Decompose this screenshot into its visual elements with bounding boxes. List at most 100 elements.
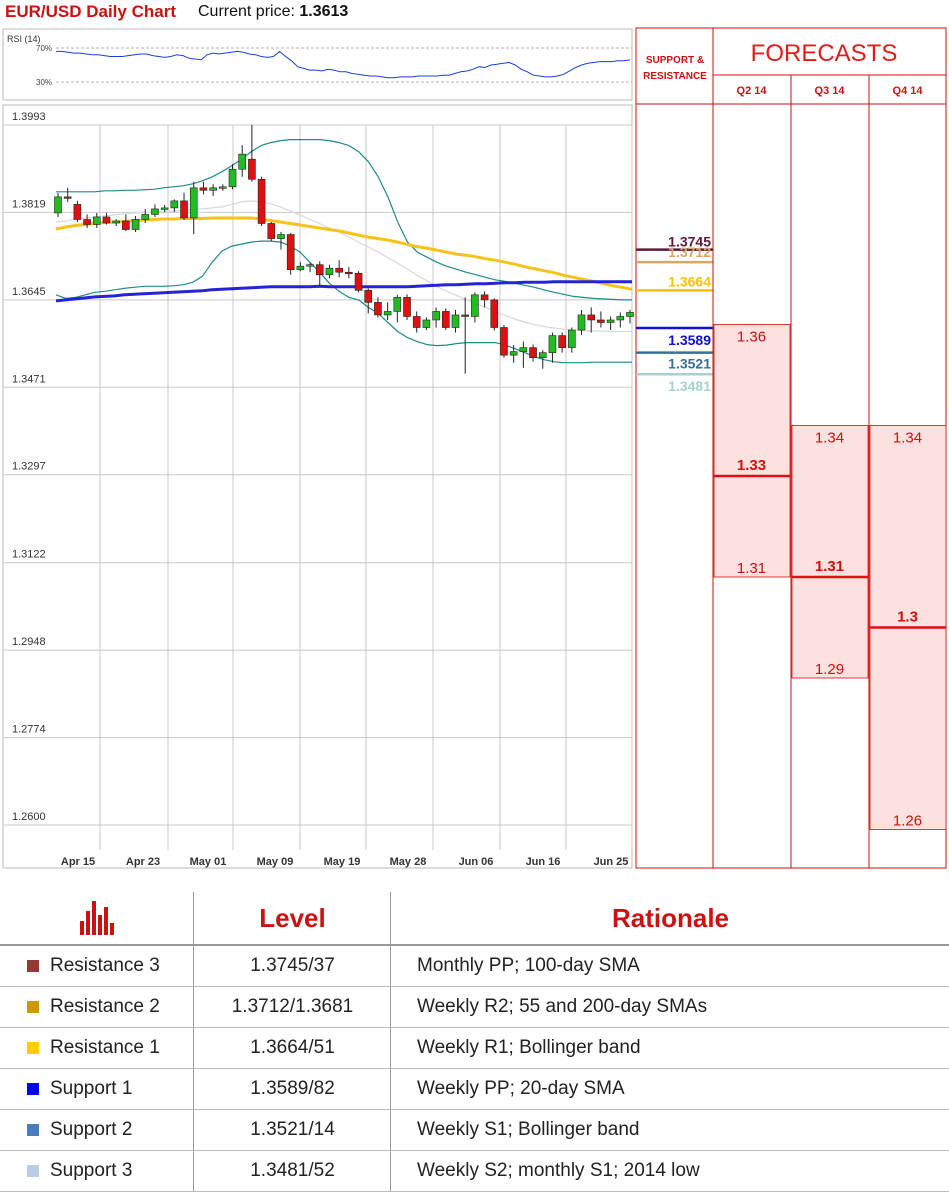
y-tick-label: 1.3645 xyxy=(12,286,46,298)
x-tick-label: Jun 25 xyxy=(594,856,629,868)
candle-body xyxy=(519,347,528,352)
candle-body xyxy=(364,290,373,303)
y-tick-label: 1.3122 xyxy=(12,549,46,561)
candle-body xyxy=(219,186,227,189)
level-rationale: Monthly PP; 100-day SMA xyxy=(417,955,640,976)
main-panel xyxy=(2,104,633,869)
table-row: Support 1 1.3589/82 Weekly PP; 20-day SMA xyxy=(0,1069,949,1110)
level-swatch xyxy=(27,1165,39,1177)
level-value: 1.3481/52 xyxy=(250,1160,335,1181)
sr-label-line1: SUPPORT & xyxy=(646,55,704,66)
x-tick-label: Jun 16 xyxy=(526,856,561,868)
level-name: Resistance 3 xyxy=(50,955,160,976)
level-swatch xyxy=(27,960,39,972)
candle-body xyxy=(597,319,605,323)
candle-body xyxy=(325,267,334,276)
y-tick-label: 1.3819 xyxy=(12,198,46,210)
candle-body xyxy=(480,294,489,301)
candle-body xyxy=(626,312,634,317)
candle-body xyxy=(577,314,586,331)
rationale-header: Rationale xyxy=(611,902,730,933)
rsi-level-label: 70% xyxy=(36,44,52,53)
forecasts-title: FORECASTS xyxy=(751,40,898,67)
candle-body xyxy=(422,319,431,328)
sr-level-label: 1.3664 xyxy=(668,273,711,289)
candle-body xyxy=(122,220,130,230)
sma-200-line xyxy=(55,280,632,303)
table-rows: Resistance 3 1.3745/37 Monthly PP; 100-day… xyxy=(0,946,949,1192)
candle-body xyxy=(306,264,314,267)
candle-body xyxy=(73,204,82,220)
candle-body xyxy=(500,327,508,356)
level-name: Support 1 xyxy=(50,1078,133,1099)
chart-title: EUR/USD Daily Chart xyxy=(5,2,176,21)
candle-body xyxy=(131,219,140,230)
y-tick-label: 1.3297 xyxy=(12,461,46,473)
candle-body xyxy=(354,272,363,291)
forecast-high-label: 1.34 xyxy=(893,430,922,447)
candle-body xyxy=(267,223,276,239)
candle-body xyxy=(441,311,450,328)
level-swatch xyxy=(27,1124,39,1136)
candle-body xyxy=(257,178,266,224)
x-tick-label: Apr 23 xyxy=(126,856,160,868)
table-row: Resistance 1 1.3664/51 Weekly R1; Bollinge… xyxy=(0,1028,949,1069)
level-name: Support 2 xyxy=(50,1119,133,1140)
y-tick-label: 1.3471 xyxy=(12,373,46,385)
candle-body xyxy=(383,311,392,316)
candle-body xyxy=(83,219,91,225)
current-price-label: Current price: xyxy=(198,3,295,20)
candle-body xyxy=(141,214,150,220)
forecast-median-label: 1.33 xyxy=(737,457,766,474)
level-name: Resistance 2 xyxy=(50,996,160,1017)
forecast-low-label: 1.26 xyxy=(893,813,922,830)
sr-label-line2: RESISTANCE xyxy=(643,71,707,82)
candle-body xyxy=(296,265,305,271)
candle-body xyxy=(568,329,576,348)
candle-body xyxy=(471,294,479,317)
current-price: Current price: 1.3613 xyxy=(198,3,348,21)
candle-body xyxy=(616,316,625,321)
main-plot: 1.3993 1.3819 1.3645 1.3471 1.3297 1.3122 1.29… xyxy=(2,104,634,869)
sma-55-line xyxy=(55,216,633,291)
forecasts-panel: FORECASTS Q2 14 1.36 1.33 1.31 Q3 14 1.34 1.31 1… xyxy=(712,27,947,869)
candle-body xyxy=(451,314,460,328)
x-tick-label: Jun 06 xyxy=(459,856,494,868)
candle-body xyxy=(538,352,547,358)
chart-header: EUR/USD Daily Chart Current price: 1.361… xyxy=(0,0,636,26)
level-name: Support 3 xyxy=(50,1160,133,1181)
candle-body xyxy=(189,187,198,219)
forecast-median-label: 1.3 xyxy=(897,609,918,626)
current-price-value: 1.3613 xyxy=(299,3,349,20)
level-value: 1.3745/37 xyxy=(250,955,335,976)
candle-body xyxy=(412,316,421,328)
candle-body xyxy=(335,267,343,273)
y-tick-label: 1.2948 xyxy=(12,636,46,648)
candle-body xyxy=(403,297,411,317)
forecast-quarter-label: Q3 14 xyxy=(815,85,846,97)
forecast-high-label: 1.36 xyxy=(737,329,766,346)
forecast-range-box xyxy=(713,324,791,578)
level-name: Resistance 1 xyxy=(50,1037,160,1058)
forecast-high-label: 1.34 xyxy=(815,430,844,447)
candle-body xyxy=(92,216,101,225)
candle-body xyxy=(63,196,72,199)
candle-body xyxy=(315,264,324,276)
candle-body xyxy=(529,347,537,358)
candle-body xyxy=(286,234,295,271)
level-swatch xyxy=(27,1001,39,1013)
candle-body xyxy=(374,302,382,316)
y-tick-label: 1.2600 xyxy=(12,811,46,823)
candle-body xyxy=(151,208,159,215)
forecast-range-box xyxy=(791,425,869,679)
candle-body xyxy=(558,335,566,348)
forecast-low-label: 1.29 xyxy=(815,661,844,678)
eurusd-chart: RSI (14)70%30%1.39931.38191.36451.34711.… xyxy=(2,27,947,869)
rsi-level-label: 30% xyxy=(36,78,52,87)
level-rationale: Weekly S2; monthly S1; 2014 low xyxy=(417,1160,700,1181)
candle-body xyxy=(238,153,247,170)
forecast-low-label: 1.31 xyxy=(737,560,766,577)
candle-body xyxy=(345,271,353,275)
sr-level-label: 1.3481 xyxy=(668,378,711,394)
